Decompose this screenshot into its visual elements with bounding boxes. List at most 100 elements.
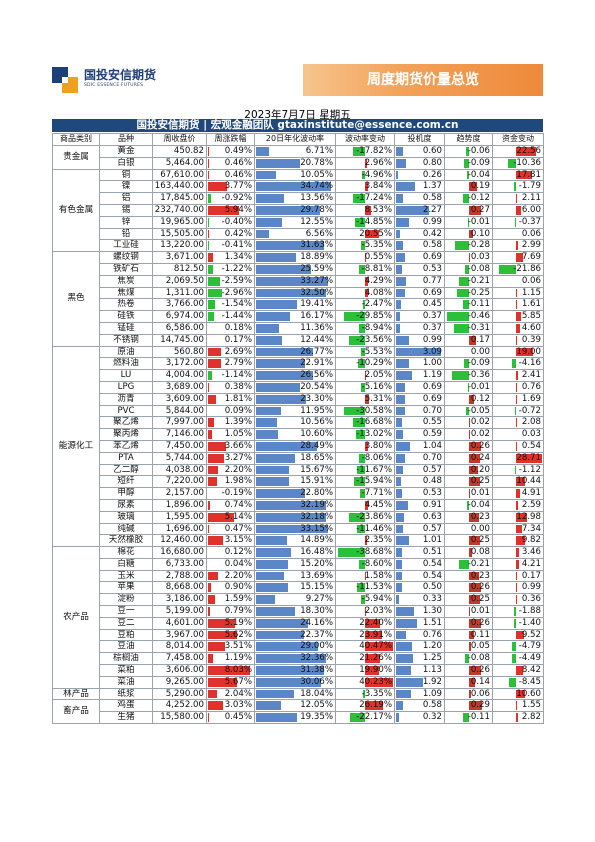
weekly-change-value: -1.54% [221, 299, 252, 310]
close-price: 7,458.00 [152, 652, 207, 666]
volatility-change-value: 3.80% [364, 440, 392, 451]
speculation-degree-fill [396, 689, 411, 699]
trend-degree-value: -0.21 [467, 275, 490, 286]
trend-degree: 0.06 [444, 687, 493, 701]
trend-degree: 0.03 [444, 251, 493, 264]
volatility-fill [256, 217, 282, 227]
table-row: 铅 15,505.00 0.42% 6.56% 20.55% 0.42 0.10 0.06 [53, 227, 544, 241]
volatility: 22.80% [254, 487, 336, 500]
trend-degree-value: -0.05 [467, 405, 490, 416]
volatility-change: -29.85% [335, 310, 395, 323]
volatility: 14.89% [254, 534, 336, 548]
commodity-name: 聚丙烯 [99, 428, 153, 441]
logo-mark-icon [52, 67, 78, 93]
trend-degree-value: 0.08 [470, 547, 490, 558]
fund-change-value: 2.82 [521, 712, 541, 723]
fund-change-value: 4.60 [521, 322, 541, 333]
volatility: 15.67% [254, 463, 336, 477]
speculation-degree-value: 0.91 [422, 499, 442, 510]
weekly-change-fill [208, 264, 213, 274]
volatility-value: 33.27% [300, 275, 333, 286]
speculation-degree-value: 0.99 [422, 216, 442, 227]
table-row: 苯乙烯 7,450.00 3.66% 28.49% 3.80% 1.04 0.26 0.54 [53, 439, 544, 453]
table-row: 焦炭 2,069.50 -2.59% 33.27% 4.29% 0.77 -0.21 0.06 [53, 274, 544, 288]
weekly-change-value: -0.19% [221, 488, 252, 499]
fund-change-value: -1.88 [518, 606, 541, 617]
volatility-fill [256, 371, 314, 380]
weekly-change-value: 0.46% [224, 169, 252, 180]
speculation-degree-value: 1.09 [422, 688, 442, 699]
volatility: 10.05% [254, 168, 336, 182]
weekly-change-fill [208, 147, 209, 156]
table-row: 尿素 1,896.00 0.74% 32.19% 4.45% 0.91 -0.04 2.59 [53, 498, 544, 512]
volatility-fill [256, 441, 318, 451]
commodity-name: 菜油 [99, 675, 153, 689]
table-row: 白糖 6,733.00 0.04% 15.20% -8.60% 0.54 -0.21 4.21 [53, 557, 544, 571]
trend-degree: -0.21 [444, 274, 493, 288]
fund-change: 0.39 [492, 333, 544, 347]
commodity-name: 铜 [99, 168, 153, 182]
volatility-fill [256, 406, 281, 416]
weekly-change-value: 1.34% [224, 252, 252, 263]
commodity-name: 热卷 [99, 298, 153, 312]
volatility-change-value: -23.86% [356, 511, 392, 522]
speculation-degree-fill [396, 253, 405, 262]
volatility-change-fill [365, 701, 384, 711]
fund-change: 0.06 [492, 227, 544, 241]
commodity-name: 不锈钢 [99, 333, 153, 347]
trend-degree-value: -0.36 [467, 370, 490, 381]
trend-degree-value: 0.23 [470, 511, 490, 522]
trend-degree: -0.11 [444, 711, 493, 725]
weekly-change-fill [208, 630, 238, 640]
trend-degree-fill [468, 512, 480, 522]
speculation-degree: 0.32 [394, 711, 445, 725]
trend-degree-fill [456, 288, 469, 298]
table-row: 锰硅 6,586.00 0.18% 11.36% -8.94% 0.37 -0.31 4.60 [53, 321, 544, 335]
fund-change-value: 10.44 [516, 476, 541, 487]
speculation-degree-fill [396, 607, 414, 616]
speculation-degree-value: 0.63 [422, 511, 442, 522]
speculation-degree-fill [396, 276, 406, 286]
close-price: 1,595.00 [152, 510, 207, 524]
weekly-change-fill [208, 359, 222, 369]
volatility-fill [256, 630, 304, 640]
volatility-change-value: -7.71% [361, 488, 392, 499]
fund-change: 1.61 [492, 298, 544, 312]
close-price: 560.80 [152, 345, 207, 359]
speculation-degree-fill [396, 205, 429, 215]
table-row: 乙二醇 4,038.00 2.20% 15.67% -11.67% 0.57 0.20 -1.… [53, 463, 544, 477]
weekly-change: 1.39% [206, 416, 255, 430]
speculation-degree-value: 0.45 [422, 299, 442, 310]
trend-degree-fill [451, 371, 469, 380]
trend-degree: -0.46 [444, 310, 493, 323]
table-row: 豆粕 3,967.00 5.62% 22.37% 23.91% 0.76 0.11 9.52 [53, 628, 544, 642]
trend-degree-fill [468, 536, 481, 546]
commodity-name: 燃料油 [99, 357, 153, 371]
trend-degree: 0.08 [444, 546, 493, 559]
volatility-change-value: 3.84% [364, 181, 392, 192]
volatility-change: -10.29% [335, 357, 395, 371]
volatility: 20.54% [254, 380, 336, 394]
speculation-degree-value: 1.92 [422, 676, 442, 687]
volatility: 31.38% [254, 664, 336, 677]
trend-degree-value: 0.02 [470, 429, 490, 440]
volatility-change-fill [365, 607, 367, 616]
volatility-fill [256, 347, 314, 357]
volatility-change-value: -30.58% [356, 405, 392, 416]
weekly-change-value: 0.49% [224, 146, 252, 156]
trend-degree: -0.21 [444, 557, 493, 571]
volatility-change-fill [365, 642, 393, 652]
volatility-change-value: -17.82% [356, 146, 392, 156]
speculation-degree: 0.26 [394, 168, 445, 182]
commodity-name: 豆油 [99, 640, 153, 654]
volatility-change: -11.67% [335, 463, 395, 477]
speculation-degree-value: 1.25 [422, 653, 442, 664]
fund-change-fill [515, 548, 519, 557]
fund-change-value: 19.00 [516, 346, 541, 357]
table-row: 能源化工 原油 560.80 2.69% 26.77% -5.53% 3.09 0.00 19.… [52, 345, 544, 548]
weekly-change-fill [208, 654, 213, 664]
close-price: 3,766.00 [152, 298, 207, 312]
fund-change: 6.00 [492, 203, 544, 217]
table-row: 不锈钢 14,745.00 0.17% 12.44% -23.56% 0.99 0.17 0.… [53, 333, 544, 347]
volatility-value: 25.59% [300, 263, 333, 274]
